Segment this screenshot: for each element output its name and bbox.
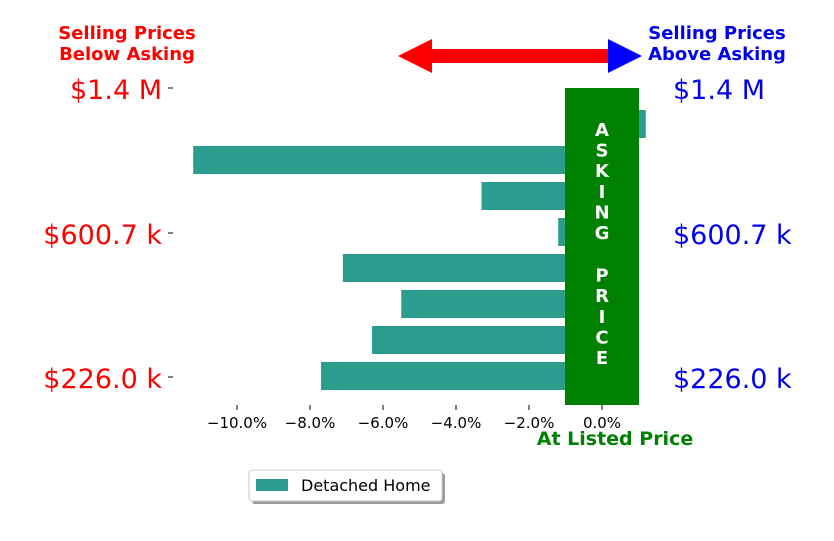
arrow-shaft-red: [430, 49, 612, 63]
legend: Detached Home: [248, 469, 445, 504]
direction-arrow: [398, 39, 642, 73]
asking-price-letter-10: C: [595, 327, 608, 348]
bar-1: [193, 146, 602, 174]
left-price-label-top: $1.4 M: [70, 75, 162, 106]
right-price-label-bottom: $226.0 k: [673, 364, 792, 395]
asking-price-letter-0: A: [595, 120, 609, 141]
asking-price-letter-4: N: [594, 202, 609, 223]
asking-price-letter-2: K: [595, 161, 610, 182]
right-price-label-top: $1.4 M: [673, 75, 765, 106]
legend-box: [248, 469, 443, 502]
below-asking-title-line1: Selling Prices: [58, 23, 195, 44]
x-tick-label-1: −8.0%: [285, 414, 336, 432]
arrow-right-head: [608, 39, 642, 73]
asking-price-letter-8: R: [595, 286, 609, 307]
asking-price-letter-3: I: [599, 182, 606, 203]
bar-4: [342, 254, 602, 282]
bar-7: [320, 362, 602, 390]
x-tick-label-4: −2.0%: [504, 414, 555, 432]
x-tick-label-5: 0.0%: [583, 414, 621, 432]
arrow-left-head: [398, 39, 432, 73]
below-asking-title-line2: Below Asking: [59, 44, 195, 65]
above-asking-title-line2: Above Asking: [648, 44, 786, 65]
x-tick-label-0: −10.0%: [207, 414, 267, 432]
x-axis-ticks: −10.0% −8.0% −6.0% −4.0% −2.0% 0.0%: [207, 405, 621, 432]
above-asking-title-line1: Selling Prices: [648, 23, 785, 44]
at-listed-price-label: At Listed Price: [537, 428, 693, 450]
asking-price-letter-9: I: [599, 307, 606, 328]
asking-price-letter-11: E: [596, 348, 608, 369]
asking-price-letter-5: G: [595, 223, 610, 244]
left-price-label-bottom: $226.0 k: [43, 364, 162, 395]
asking-price-letter-1: S: [596, 141, 609, 162]
legend-label-detached-home: Detached Home: [301, 476, 431, 495]
bar-6: [372, 326, 602, 354]
asking-price-letter-7: P: [595, 266, 608, 287]
right-price-label-mid: $600.7 k: [673, 220, 792, 251]
asking-price-band: [565, 88, 639, 405]
x-tick-label-3: −4.0%: [431, 414, 482, 432]
x-tick-label-2: −6.0%: [358, 414, 409, 432]
left-price-label-mid: $600.7 k: [43, 220, 162, 251]
legend-swatch-detached-home: [256, 479, 288, 491]
